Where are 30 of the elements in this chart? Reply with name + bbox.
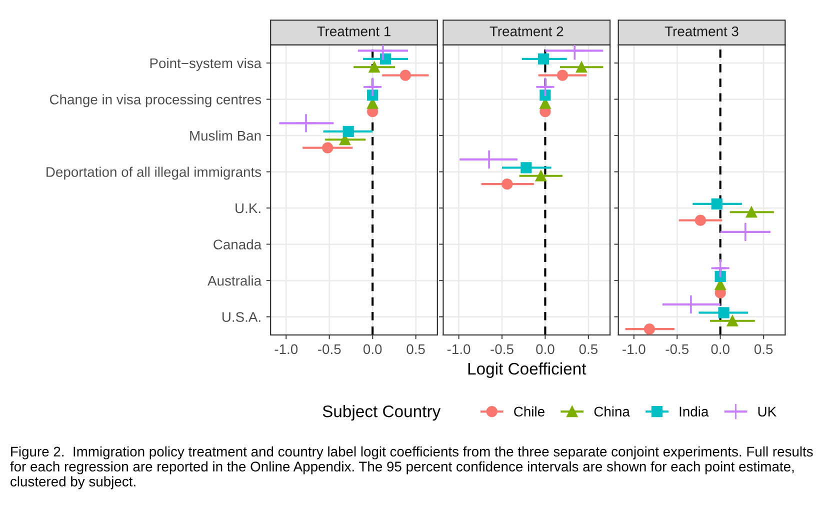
caption: Figure 2. Immigration policy treatment and country label logit coefficients from the three separate conjoint experiments. Full results for each regression are reported in the Online Appendix. The 95 percent confidence intervals are shown for each point estimate, clustered by subject. bbox=[10, 446, 813, 490]
legend-title: Subject Country bbox=[322, 405, 441, 421]
y-tick-label: Muslim Ban bbox=[190, 130, 261, 141]
x-tick-label: 0.5 bbox=[579, 344, 598, 354]
y-tick-label: Canada bbox=[214, 239, 262, 250]
legend-label: China bbox=[594, 406, 630, 417]
y-tick-label: Deportation of all illegal immigrants bbox=[46, 166, 262, 180]
y-tick-label: U.K. bbox=[236, 203, 260, 214]
x-tick-label: 0.5 bbox=[406, 344, 425, 354]
x-tick-label: -1.0 bbox=[447, 344, 470, 354]
y-tick-label: Australia bbox=[208, 275, 262, 286]
x-axis-title: Logit Coefficient bbox=[468, 362, 586, 378]
x-tick-label: 0.0 bbox=[536, 344, 554, 354]
legend-label: India bbox=[680, 406, 709, 417]
x-tick-label: -1.0 bbox=[274, 344, 298, 354]
x-tick-label: -1.0 bbox=[622, 344, 646, 354]
legend-label: UK bbox=[758, 406, 776, 417]
chart-title: Treatment 2 bbox=[490, 26, 564, 36]
x-tick-label: 0.0 bbox=[363, 344, 382, 354]
x-tick-label: -0.5 bbox=[666, 344, 689, 354]
x-tick-label: -0.5 bbox=[490, 344, 514, 354]
y-tick-label: U.S.A. bbox=[222, 312, 260, 322]
legend-label: Chile bbox=[514, 406, 544, 417]
y-tick-label: Point−system visa bbox=[150, 58, 262, 71]
x-tick-label: 0.0 bbox=[711, 344, 730, 354]
x-tick-label: -0.5 bbox=[318, 344, 341, 354]
y-tick-label: Change in visa processing centres bbox=[50, 94, 262, 108]
chart-title: Treatment 1 bbox=[317, 26, 390, 36]
chart-title: Treatment 3 bbox=[664, 26, 738, 36]
x-tick-label: 0.5 bbox=[754, 344, 773, 354]
